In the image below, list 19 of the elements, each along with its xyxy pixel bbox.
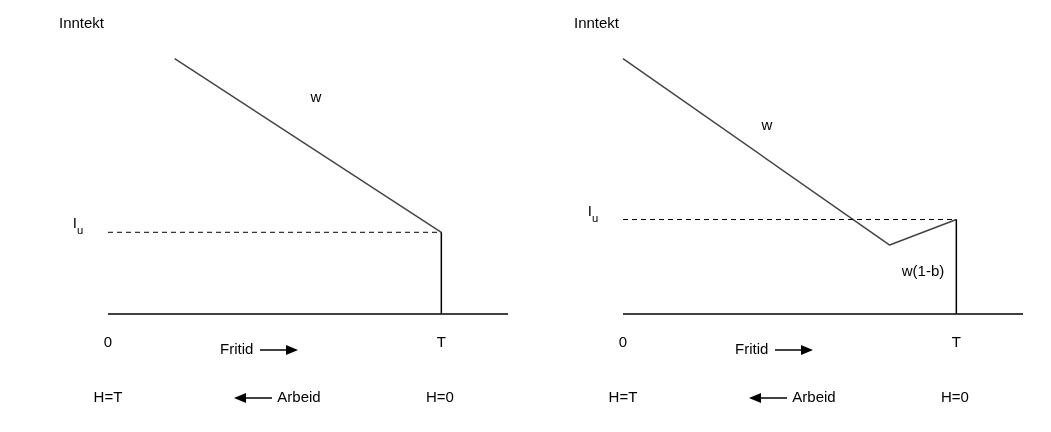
ref-line-label: I$_{u}$ bbox=[72, 214, 84, 237]
x-tick-label: 0 bbox=[618, 332, 628, 350]
ref-line-label: I$_{u}$ bbox=[587, 201, 599, 224]
x-axis-title: Fritid bbox=[735, 340, 769, 357]
x-tick-label: T bbox=[436, 332, 446, 350]
y-axis-title: Inntekt bbox=[572, 14, 619, 31]
text: Arbeid bbox=[792, 388, 836, 405]
x-axis-title: Fritid bbox=[220, 340, 254, 357]
y-axis-title: Inntekt bbox=[57, 14, 104, 31]
annotation: w bbox=[761, 116, 773, 133]
text: H=T bbox=[608, 388, 638, 405]
annotation: w(1-b) bbox=[901, 262, 945, 279]
text: H=T bbox=[93, 388, 123, 405]
text: H=0 bbox=[941, 388, 969, 405]
text: H=0 bbox=[426, 388, 454, 405]
x-tick-label: 0 bbox=[103, 332, 113, 350]
x-tick-label: T bbox=[951, 332, 961, 350]
text: Arbeid bbox=[277, 388, 321, 405]
annotation: w bbox=[310, 88, 322, 105]
